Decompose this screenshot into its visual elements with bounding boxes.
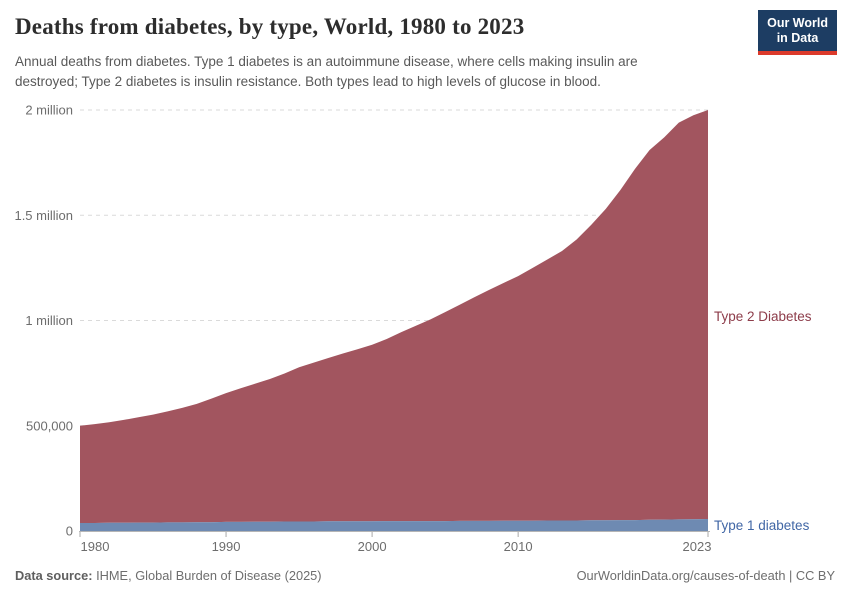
- chart-subtitle: Annual deaths from diabetes. Type 1 diab…: [15, 52, 775, 91]
- x-tick-label: 2023: [683, 539, 712, 554]
- x-tick-label: 1990: [212, 539, 241, 554]
- x-axis-ticks: [79, 532, 709, 537]
- series-label-type1: Type 1 diabetes: [714, 518, 810, 533]
- owid-logo[interactable]: Our World in Data: [758, 10, 837, 55]
- x-axis-labels: 1980 1990 2000 2010 2023: [81, 539, 712, 554]
- data-source-label: Data source:: [15, 568, 93, 583]
- y-tick-label: 1 million: [25, 313, 73, 328]
- x-tick-label: 1980: [81, 539, 110, 554]
- owid-logo-line2: in Data: [776, 31, 819, 45]
- data-source-value: IHME, Global Burden of Disease (2025): [92, 568, 322, 583]
- y-tick-label: 0: [66, 524, 73, 539]
- owid-logo-line1: Our World: [767, 16, 828, 30]
- data-source: Data source: IHME, Global Burden of Dise…: [15, 568, 322, 583]
- y-tick-label: 2 million: [25, 103, 73, 118]
- chart-subtitle-line1: Annual deaths from diabetes. Type 1 diab…: [15, 54, 638, 69]
- y-axis-labels: 0 500,000 1 million 1.5 million 2 million: [14, 103, 73, 539]
- area-type1-diabetes[interactable]: [80, 519, 708, 531]
- x-tick-label: 2010: [504, 539, 533, 554]
- series-label-type2: Type 2 Diabetes: [714, 309, 812, 324]
- x-tick-label: 2000: [358, 539, 387, 554]
- y-tick-label: 500,000: [26, 418, 73, 433]
- chart-subtitle-line2: destroyed; Type 2 diabetes is insulin re…: [15, 73, 601, 89]
- attribution-link[interactable]: OurWorldinData.org/causes-of-death | CC …: [576, 568, 835, 583]
- area-type2-diabetes[interactable]: [80, 110, 708, 523]
- chart-title: Deaths from diabetes, by type, World, 19…: [15, 14, 525, 39]
- chart-footer: Data source: IHME, Global Burden of Dise…: [15, 568, 835, 583]
- y-tick-label: 1.5 million: [14, 208, 73, 223]
